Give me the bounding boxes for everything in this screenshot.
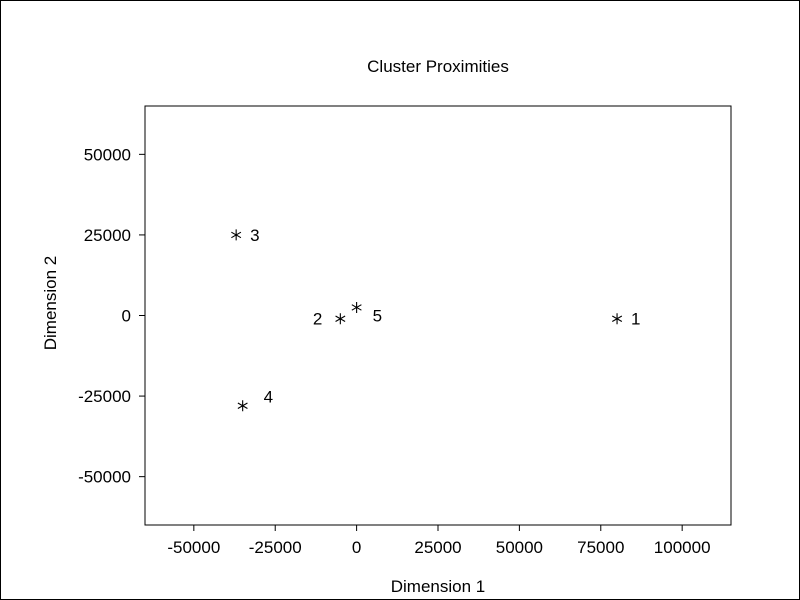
- asterisk-marker: [335, 313, 346, 325]
- y-tick-label: 0: [122, 307, 131, 326]
- y-tick-label: 25000: [84, 226, 131, 245]
- data-points: 1 2 3 4 5: [231, 226, 641, 412]
- y-tick-label: -25000: [78, 387, 131, 406]
- x-tick-label: 0: [352, 538, 361, 557]
- y-tick-label: -50000: [78, 468, 131, 487]
- asterisk-marker: [351, 301, 362, 313]
- x-tick-label: 75000: [577, 538, 624, 557]
- x-axis: -50000 -25000 0 25000 50000 75000 100000: [167, 525, 711, 557]
- point-label: 2: [313, 310, 322, 329]
- x-tick-label: -25000: [249, 538, 302, 557]
- y-axis: -50000 -25000 0 25000 50000: [78, 145, 145, 487]
- data-point: 3: [231, 226, 260, 245]
- data-point: 2: [313, 310, 346, 329]
- point-label: 4: [264, 388, 273, 407]
- asterisk-marker: [237, 400, 248, 412]
- x-tick-label: 100000: [654, 538, 711, 557]
- data-point: 5: [351, 301, 382, 325]
- y-axis-label: Dimension 2: [41, 256, 60, 351]
- asterisk-marker: [231, 229, 242, 241]
- x-axis-label: Dimension 1: [391, 577, 486, 596]
- point-label: 3: [250, 226, 259, 245]
- data-point: 4: [237, 388, 273, 412]
- x-tick-label: 50000: [496, 538, 543, 557]
- chart-title: Cluster Proximities: [367, 57, 509, 76]
- point-label: 1: [631, 310, 640, 329]
- point-label: 5: [373, 306, 382, 325]
- x-tick-label: -50000: [167, 538, 220, 557]
- plot-area: [144, 105, 732, 526]
- x-tick-label: 25000: [414, 538, 461, 557]
- data-point: 1: [611, 310, 641, 329]
- asterisk-marker: [611, 313, 623, 325]
- y-tick-label: 50000: [84, 145, 131, 164]
